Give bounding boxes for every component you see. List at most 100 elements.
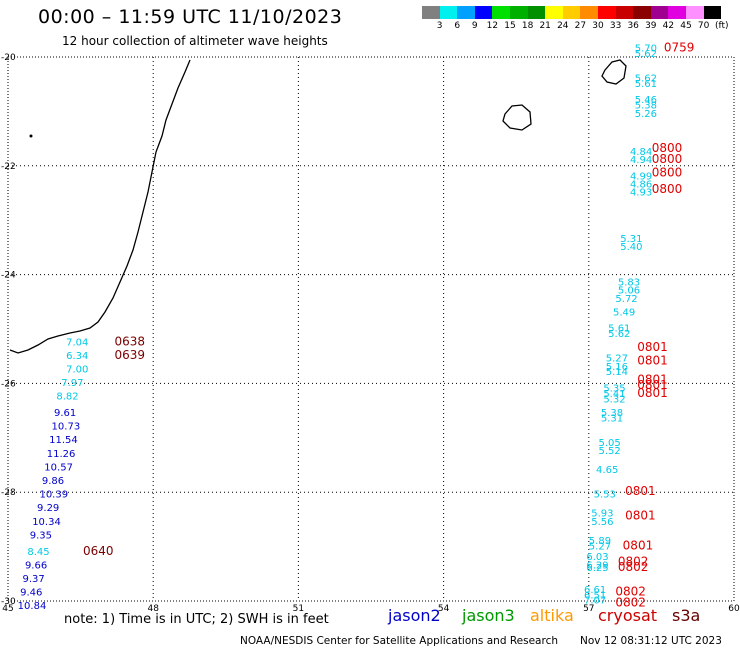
- swh-value: 5.32: [603, 394, 625, 405]
- colorbar-label: 39: [645, 21, 657, 31]
- time-label: 0801: [623, 538, 654, 552]
- swh-value: 5.27: [606, 354, 628, 365]
- swh-value: 9.37: [23, 574, 45, 585]
- time-label: 0801: [625, 484, 656, 498]
- swh-value: 7.00: [66, 365, 88, 376]
- reunion-island: [502, 104, 532, 131]
- islet: [29, 134, 33, 138]
- colorbar-label: 15: [504, 21, 516, 31]
- swh-value: 5.49: [613, 307, 635, 318]
- swh-value: 4.84: [630, 147, 652, 158]
- swh-value: 10.57: [44, 462, 73, 473]
- swh-value: 5.16: [606, 362, 628, 373]
- mauritius-island: [601, 59, 627, 85]
- swh-value: 5.62: [635, 73, 657, 84]
- swh-value: 7.04: [66, 337, 88, 348]
- colorbar-swatch: [668, 6, 686, 19]
- swh-value: 9.29: [37, 503, 59, 514]
- lat-tick-label: -22: [1, 162, 16, 172]
- time-label: 0802: [618, 560, 649, 574]
- swh-value: 5.62: [635, 49, 657, 60]
- legend-s3a: s3a: [672, 606, 701, 625]
- time-label: 0801: [625, 508, 656, 522]
- time-label: 0639: [114, 348, 145, 362]
- track-west-labels: 7.04 6.34 7.00 7.97 8.82 9.61 10.73 11.54 11.26 1…: [18, 337, 89, 612]
- swh-value: 6.34: [66, 351, 88, 362]
- swh-value: 5.05: [598, 438, 620, 449]
- lon-tick-label: 51: [293, 604, 304, 614]
- swh-value: 5.26: [635, 109, 657, 120]
- swh-value: 5.56: [591, 517, 613, 528]
- swh-value: 5.31: [601, 413, 623, 424]
- swh-value: 5.62: [608, 329, 630, 340]
- lat-tick-label: -28: [1, 488, 16, 498]
- swh-value: 11.54: [49, 435, 78, 446]
- time-label: 0638: [114, 334, 145, 348]
- swh-value: 4.86: [630, 180, 652, 191]
- swh-value: 6.03: [586, 552, 608, 563]
- map-frame: [7, 56, 735, 602]
- colorbar-label: 42: [662, 21, 675, 31]
- lon-tick-label: 45: [2, 604, 13, 614]
- colorbar-swatch: [439, 6, 458, 19]
- colorbar-label: 36: [627, 21, 639, 31]
- legend-altika: altika: [530, 606, 574, 625]
- time-label: 0800: [652, 166, 683, 180]
- swh-value: 5.61: [635, 79, 657, 90]
- colorbar-swatch: [580, 6, 598, 19]
- swh-value: 5.61: [608, 324, 630, 335]
- colorbar-label: 27: [574, 21, 587, 31]
- colorbar-swatch: [685, 6, 704, 19]
- colorbar-label: 9: [471, 21, 478, 31]
- wave-height-colorbar: [422, 6, 722, 19]
- swh-value: 6.29: [586, 560, 608, 571]
- track-east-labels: 5.705.625.625.615.465.385.264.844.944.99…: [584, 44, 657, 607]
- swh-value: 10.39: [39, 490, 68, 501]
- swh-value: 7.07: [584, 596, 606, 607]
- time-label: 0759: [664, 41, 695, 55]
- colorbar-label: 70: [697, 21, 710, 31]
- swh-value: 5.27: [589, 541, 611, 552]
- swh-value: 9.61: [54, 408, 76, 419]
- swh-value: 6.25: [586, 563, 608, 574]
- grid-lines: [8, 57, 734, 601]
- swh-value: 4.94: [630, 155, 652, 166]
- swh-value: 5.72: [615, 294, 637, 305]
- colorbar-label: 45: [680, 21, 692, 31]
- colorbar-swatch: [562, 6, 581, 19]
- colorbar-label: 21: [539, 21, 551, 31]
- colorbar-label: 30: [592, 21, 604, 31]
- colorbar-swatch: [509, 6, 528, 19]
- swh-value: 9.66: [25, 560, 47, 571]
- swh-value: 5.70: [635, 44, 657, 55]
- colorbar-swatch: [597, 6, 616, 19]
- swh-value: 5.46: [635, 95, 657, 106]
- colorbar-swatch: [457, 6, 475, 19]
- time-label: 0802: [618, 555, 649, 569]
- swh-value: 9.35: [30, 530, 52, 541]
- swh-value: 5.38: [635, 101, 657, 112]
- time-label: 0801: [637, 340, 668, 354]
- swh-value: 5.06: [618, 286, 640, 297]
- footer-note: note: 1) Time is in UTC; 2) SWH is in fe…: [64, 612, 329, 627]
- footer-credit: NOAA/NESDIS Center for Satellite Applica…: [240, 635, 558, 647]
- lon-tick-label: 54: [438, 604, 450, 614]
- colorbar-swatch: [492, 6, 510, 19]
- axis-tick-labels: 45 48 51 54 57 60 -20 -22 -24 -26 -28 -30: [1, 53, 740, 614]
- swh-value: 5.31: [620, 234, 642, 245]
- colorbar-swatch: [474, 6, 493, 19]
- colorbar-swatch: [703, 6, 722, 19]
- swh-value: 4.93: [630, 188, 652, 199]
- colorbar-label: 12: [486, 21, 499, 31]
- swh-value: 10.34: [32, 517, 61, 528]
- colorbar-unit: (ft): [715, 21, 729, 31]
- colorbar-swatch: [650, 6, 669, 19]
- track-east-times: 0759080008000800080008010801080108010801…: [615, 41, 694, 610]
- swh-value: 9.46: [20, 588, 42, 599]
- colorbar-label: 33: [609, 21, 622, 31]
- swh-value: 6.61: [584, 585, 606, 596]
- colorbar-swatch: [422, 6, 440, 19]
- lon-tick-label: 57: [583, 604, 594, 614]
